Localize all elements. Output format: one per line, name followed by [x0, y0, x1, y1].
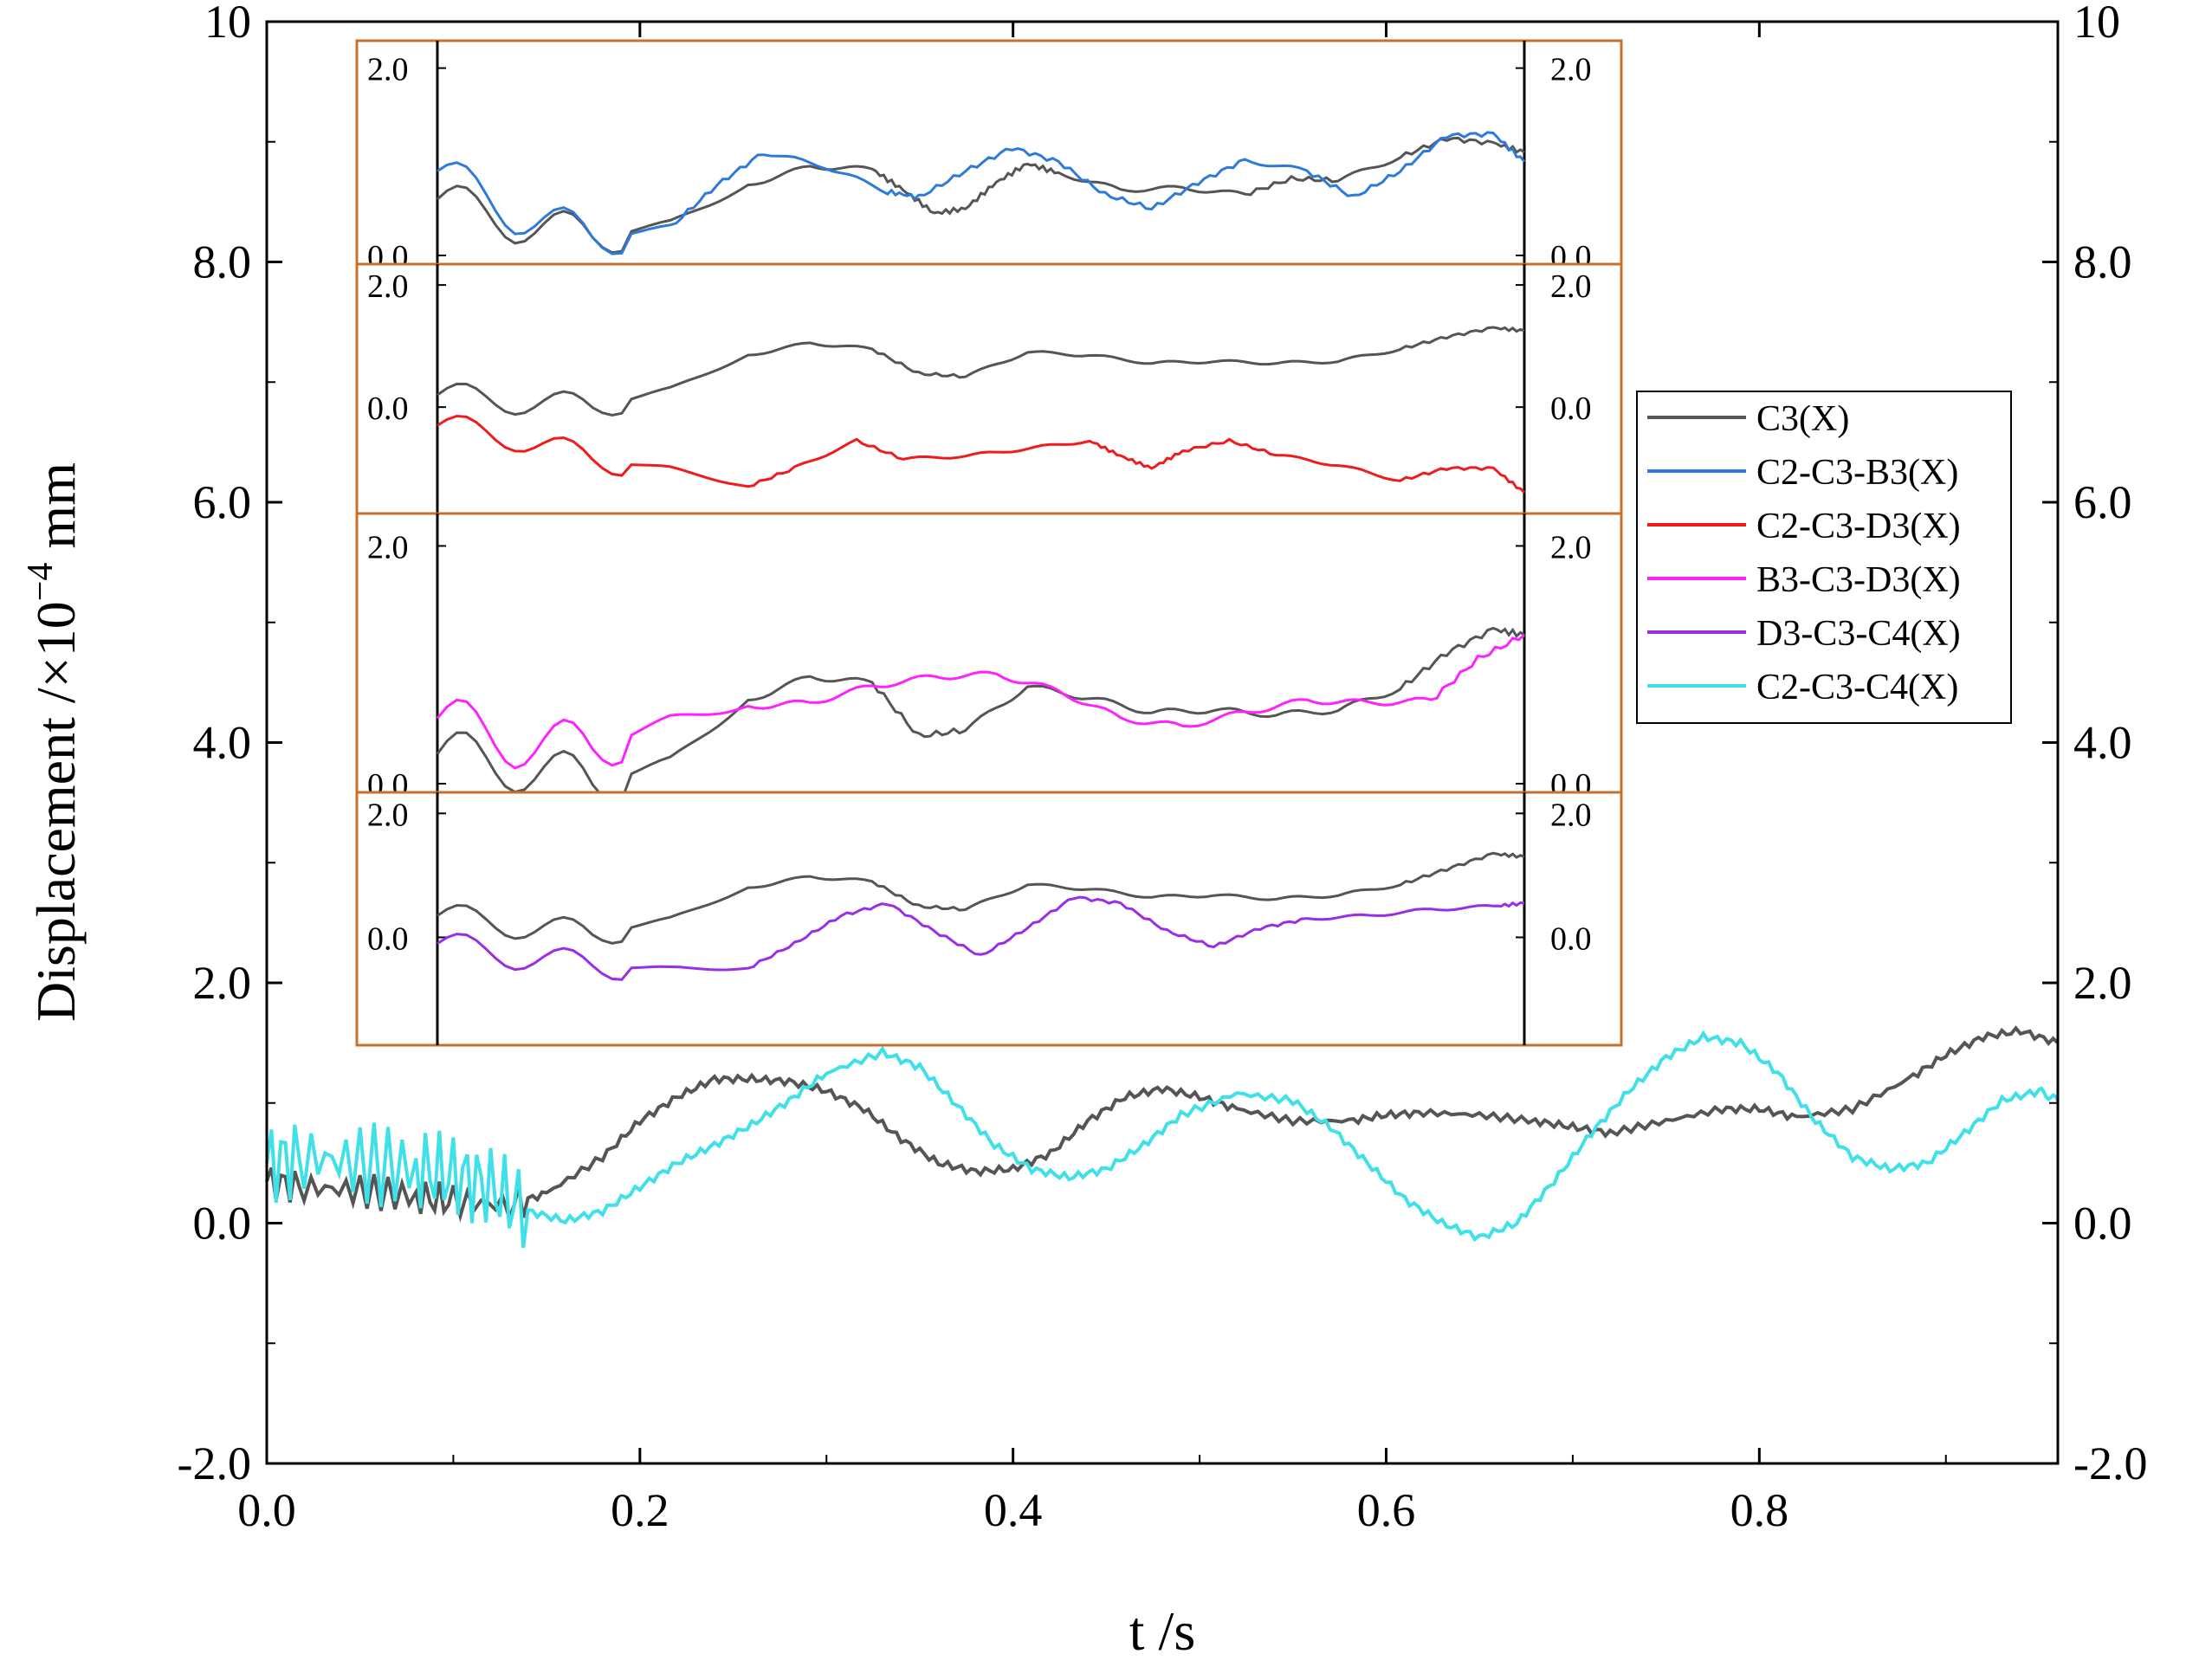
inset-2-series-c2-c3-d3-x-: [437, 414, 1526, 494]
y-tick-label-left: 8.0: [193, 236, 252, 288]
legend-label: D3-C3-C4(X): [1756, 614, 1961, 654]
legend-label: C2-C3-B3(X): [1756, 453, 1958, 493]
x-tick-label: 0.0: [237, 1484, 296, 1536]
inset-4-tick-label-right: 2.0: [1550, 797, 1592, 833]
inset-4-tick-label-left: 0.0: [367, 920, 409, 957]
y-tick-label-left: 6.0: [193, 476, 252, 528]
y-tick-label-right: 0.0: [2073, 1198, 2132, 1250]
inset-4-frame: [355, 791, 1623, 1047]
series-line-c2-c3-c4-x-: [265, 1030, 2060, 1249]
y-tick-label-right: 2.0: [2073, 957, 2132, 1009]
inset-2-frame: [355, 262, 1623, 515]
y-axis-label-exp: −4: [21, 563, 61, 602]
x-tick-label: 0.8: [1730, 1484, 1789, 1536]
y-tick-label-left: 2.0: [193, 957, 252, 1009]
inset-1-series-c3-x-: [437, 136, 1525, 255]
inset-4-series-c3-x-: [437, 851, 1525, 945]
x-tick-label: 0.2: [611, 1484, 669, 1536]
legend-box: [1636, 391, 2012, 724]
y-tick-label-right: 6.0: [2073, 476, 2132, 528]
y-tick-label-left: 0.0: [193, 1198, 252, 1250]
y-axis-label-main: Displacement /×10: [25, 601, 87, 1022]
inset-1-series-c2-c3-b3-x-: [437, 131, 1526, 255]
inset-4-tick-label-left: 2.0: [367, 797, 409, 833]
x-tick-label: 0.6: [1357, 1484, 1416, 1536]
inset-3-series-b3-c3-d3-x-: [436, 634, 1525, 770]
inset-3-tick-label-left: 2.0: [367, 529, 409, 565]
inset-2-tick-label-right: 0.0: [1550, 391, 1592, 427]
inset-4: 2.0 2.0 0.0 0.0: [355, 791, 1623, 1047]
inset-1-tick-label-right: 2.0: [1550, 52, 1592, 88]
inset-3: 2.0 2.00.0 0.0: [355, 512, 1623, 804]
inset-3-tick-label-right: 2.0: [1550, 529, 1592, 565]
inset-2-tick-label-right: 2.0: [1550, 268, 1592, 305]
legend-label: C2-C3-D3(X): [1756, 507, 1961, 546]
series-line-c3-x-: [265, 1025, 2060, 1223]
x-axis-label: t /s: [1129, 1600, 1195, 1662]
inset-4-series-d3-c3-c4-x-: [437, 895, 1525, 981]
legend-label: C3(X): [1756, 399, 1849, 439]
inset-1-tick-label-left: 2.0: [367, 52, 409, 88]
inset-3-frame: [355, 512, 1623, 794]
y-tick-label-left: -2.0: [178, 1437, 251, 1489]
inset-2-tick-label-left: 0.0: [367, 391, 409, 427]
inset-4-tick-label-right: 0.0: [1550, 920, 1592, 957]
inset-2-tick-label-left: 2.0: [367, 268, 409, 305]
y-tick-label-right: 4.0: [2073, 717, 2132, 769]
main-series-layer: [265, 1025, 2060, 1249]
legend-label: C2-C3-C4(X): [1756, 668, 1958, 707]
y-axis-label: Displacement /×10−4 mm: [21, 462, 87, 1022]
insets-layer: 2.0 2.00.0 0.02.0 2.00.0 0.02.0 2.00.0 0.02.0 2…: [355, 39, 1623, 1047]
inset-1-frame: [355, 39, 1623, 266]
y-tick-label-left: 10: [204, 0, 251, 48]
y-axis-label-unit: mm: [25, 462, 87, 563]
main-axes: 0.0 0.2 0.4 0.6 0.8-2.0 -2.00.0 0.02.0 2.04.0 4.…: [178, 0, 2148, 1536]
inset-3-series-c3-x-: [436, 626, 1525, 804]
y-tick-label-right: 8.0: [2073, 236, 2132, 288]
y-tick-label-right: -2.0: [2073, 1437, 2147, 1489]
inset-2-series-c3-x-: [437, 326, 1525, 417]
y-tick-label-right: 10: [2073, 0, 2120, 48]
y-tick-label-left: 4.0: [193, 717, 252, 769]
legend-label: B3-C3-D3(X): [1756, 560, 1961, 600]
x-tick-label: 0.4: [984, 1484, 1043, 1536]
inset-1: 2.0 2.00.0 0.0: [355, 39, 1623, 275]
inset-2: 2.0 2.0 0.0 0.0: [355, 262, 1623, 515]
legend: C3(X) C2-C3-B3(X) C2-C3-D3(X) B3-C3-D3(X) D3…: [1636, 391, 2012, 724]
